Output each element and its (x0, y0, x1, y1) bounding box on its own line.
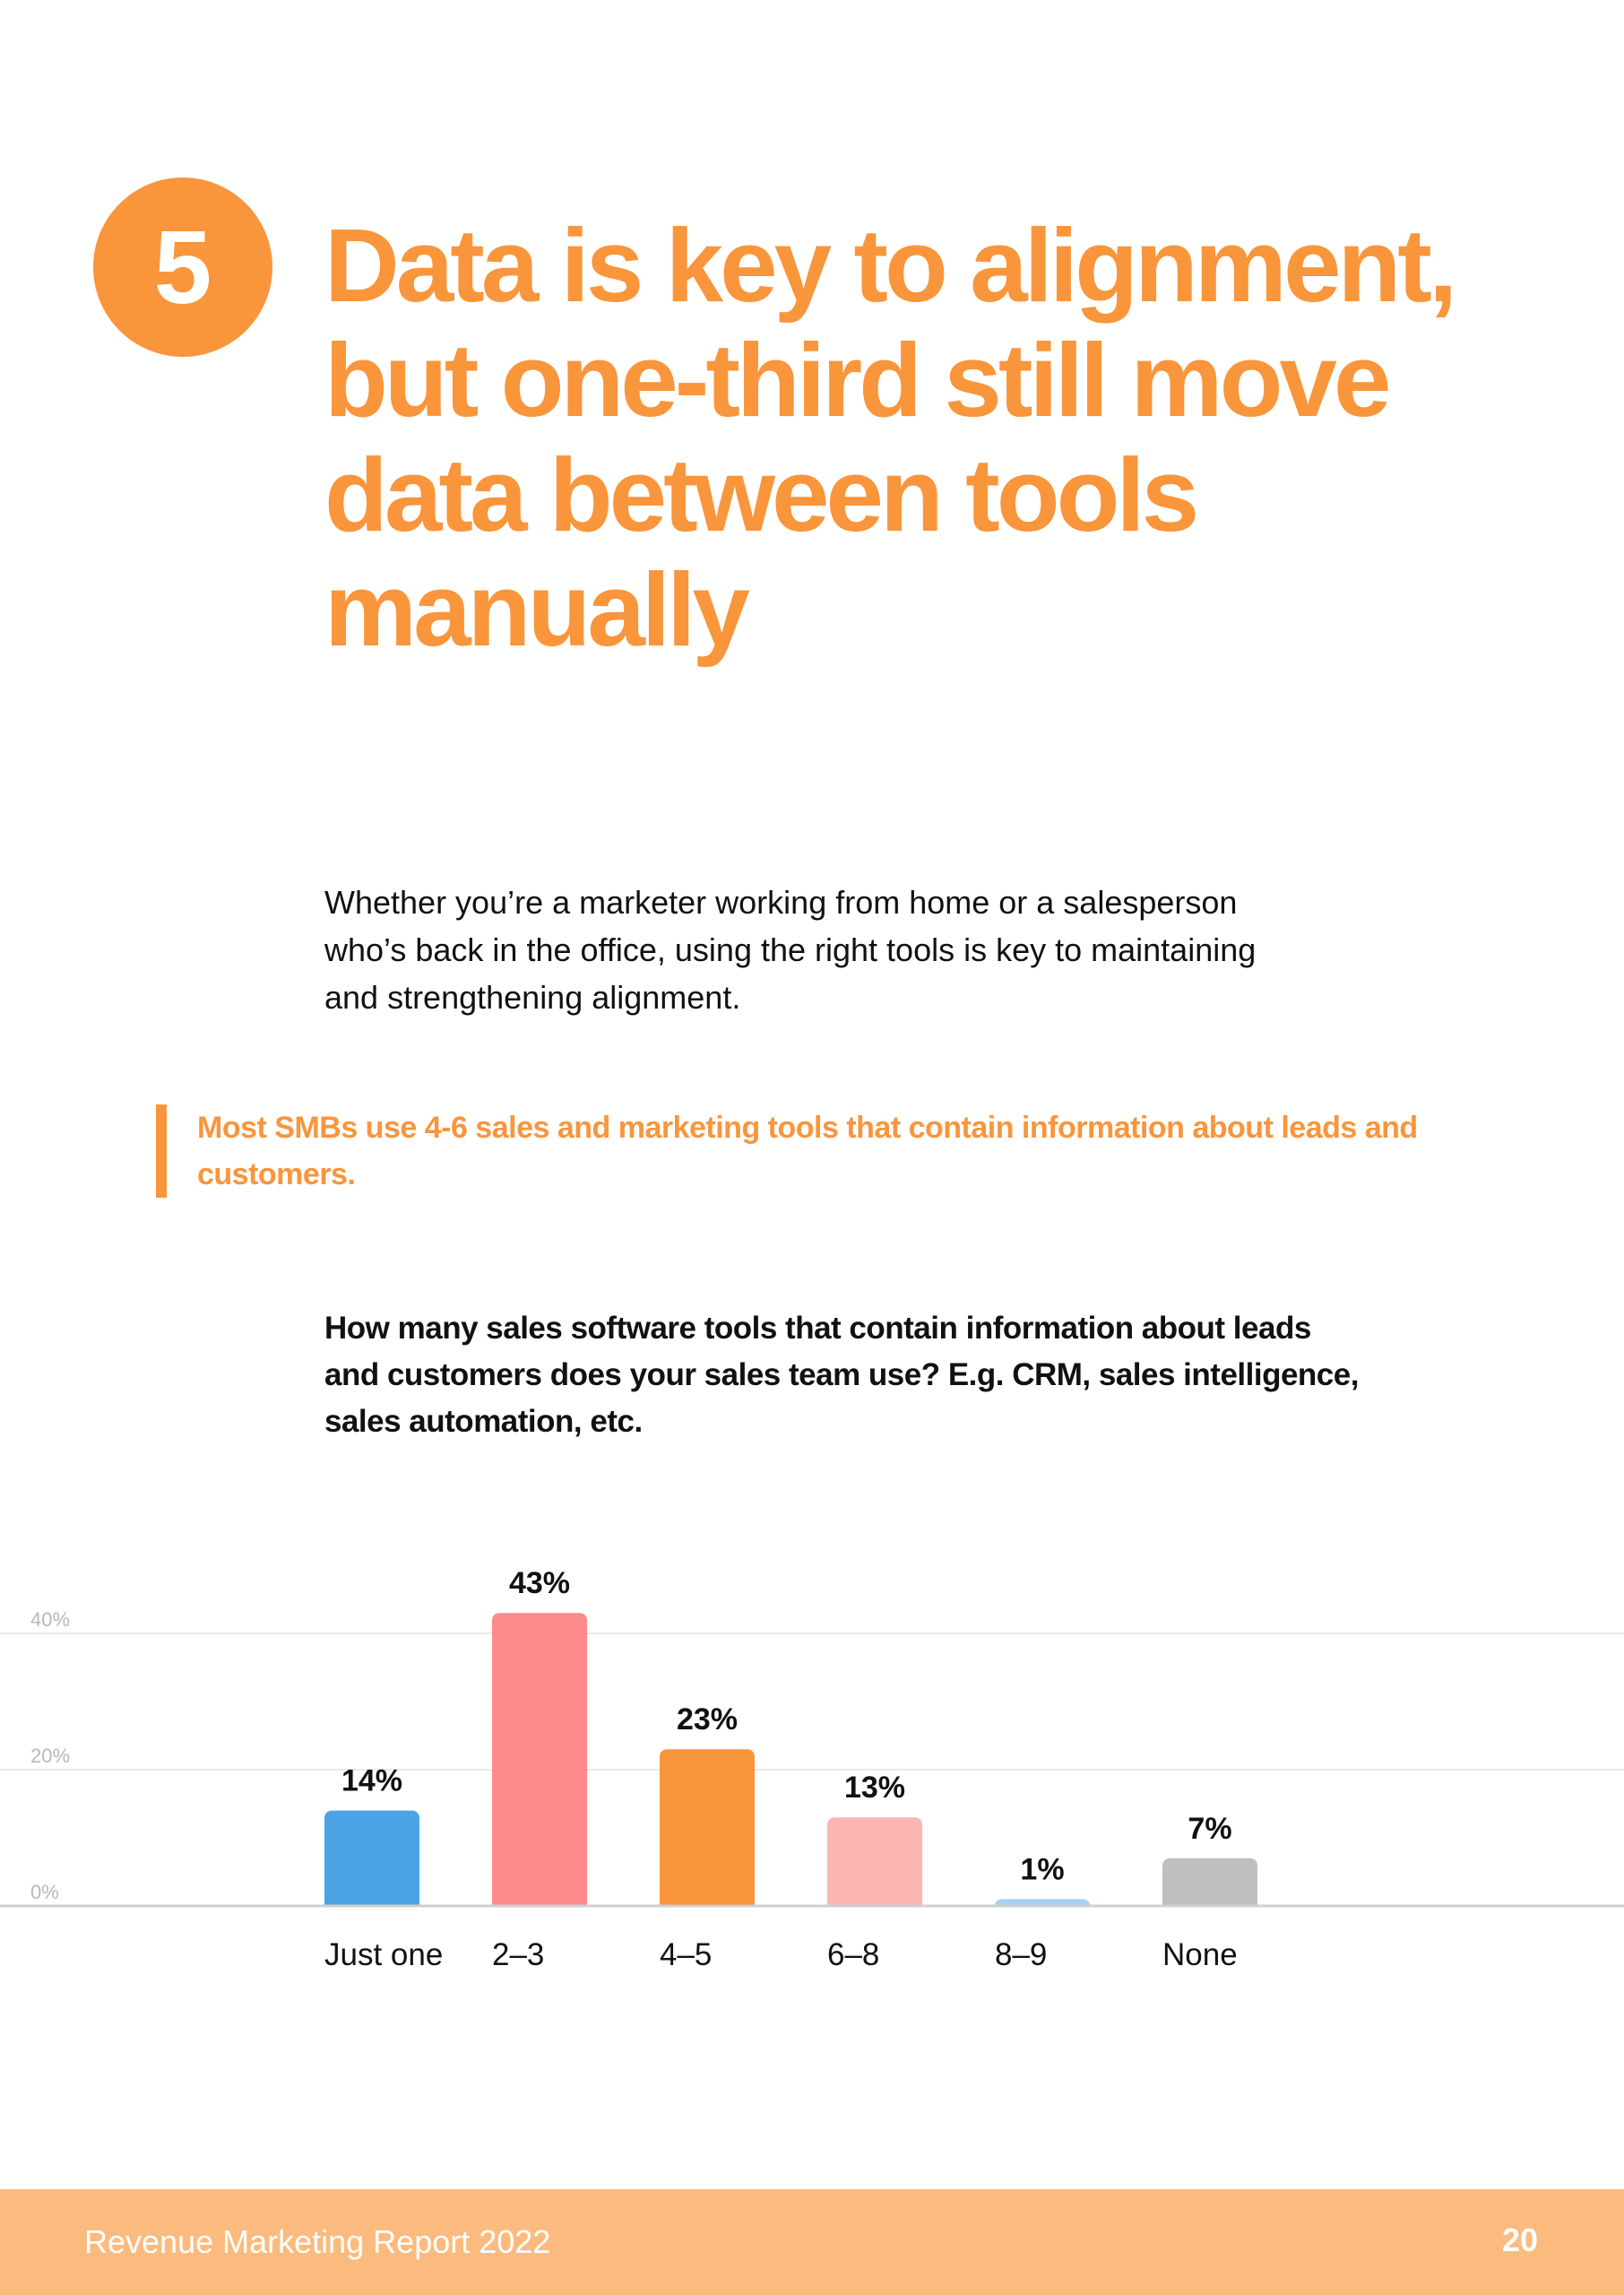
bar (827, 1817, 922, 1911)
page-headline: Data is key to alignment, but one-third … (324, 207, 1457, 668)
x-tick-label: 6–8 (827, 1937, 879, 1972)
bar-chart: 0% 20% 40% 14% Just one 43% 2–3 23% 4–5 13% 6–8 1% 8… (0, 1566, 1624, 1972)
pull-quote: Most SMBs use 4-6 sales and marketing to… (156, 1104, 1452, 1198)
pull-quote-text: Most SMBs use 4-6 sales and marketing to… (197, 1111, 1418, 1191)
y-tick-label: 0% (30, 1881, 59, 1903)
data-label: 13% (844, 1771, 905, 1805)
data-label: 7% (1188, 1812, 1231, 1846)
data-label: 14% (341, 1764, 402, 1798)
data-label: 43% (509, 1566, 570, 1600)
data-label: 1% (1020, 1852, 1064, 1886)
data-label: 23% (677, 1702, 738, 1736)
x-tick-label: Just one (324, 1937, 443, 1972)
page-number: 20 (1501, 2221, 1538, 2258)
section-number-badge: 5 (93, 178, 272, 357)
x-tick-label: None (1162, 1937, 1238, 1972)
baseline-mask (0, 1906, 1624, 1915)
y-tick-label: 20% (30, 1745, 70, 1767)
page-footer: Revenue Marketing Report 2022 20 (0, 2189, 1624, 2295)
bar (660, 1749, 755, 1911)
x-tick-label: 2–3 (492, 1937, 544, 1972)
survey-question: How many sales software tools that conta… (324, 1311, 1359, 1439)
bar (492, 1613, 587, 1911)
x-tick-label: 4–5 (660, 1937, 712, 1972)
intro-paragraph: Whether you’re a marketer working from h… (324, 884, 1257, 1016)
y-tick-label: 40% (30, 1608, 70, 1631)
bar (324, 1810, 419, 1911)
footer-title: Revenue Marketing Report 2022 (84, 2223, 551, 2260)
bar (1162, 1858, 1257, 1911)
x-tick-label: 8–9 (995, 1937, 1047, 1972)
